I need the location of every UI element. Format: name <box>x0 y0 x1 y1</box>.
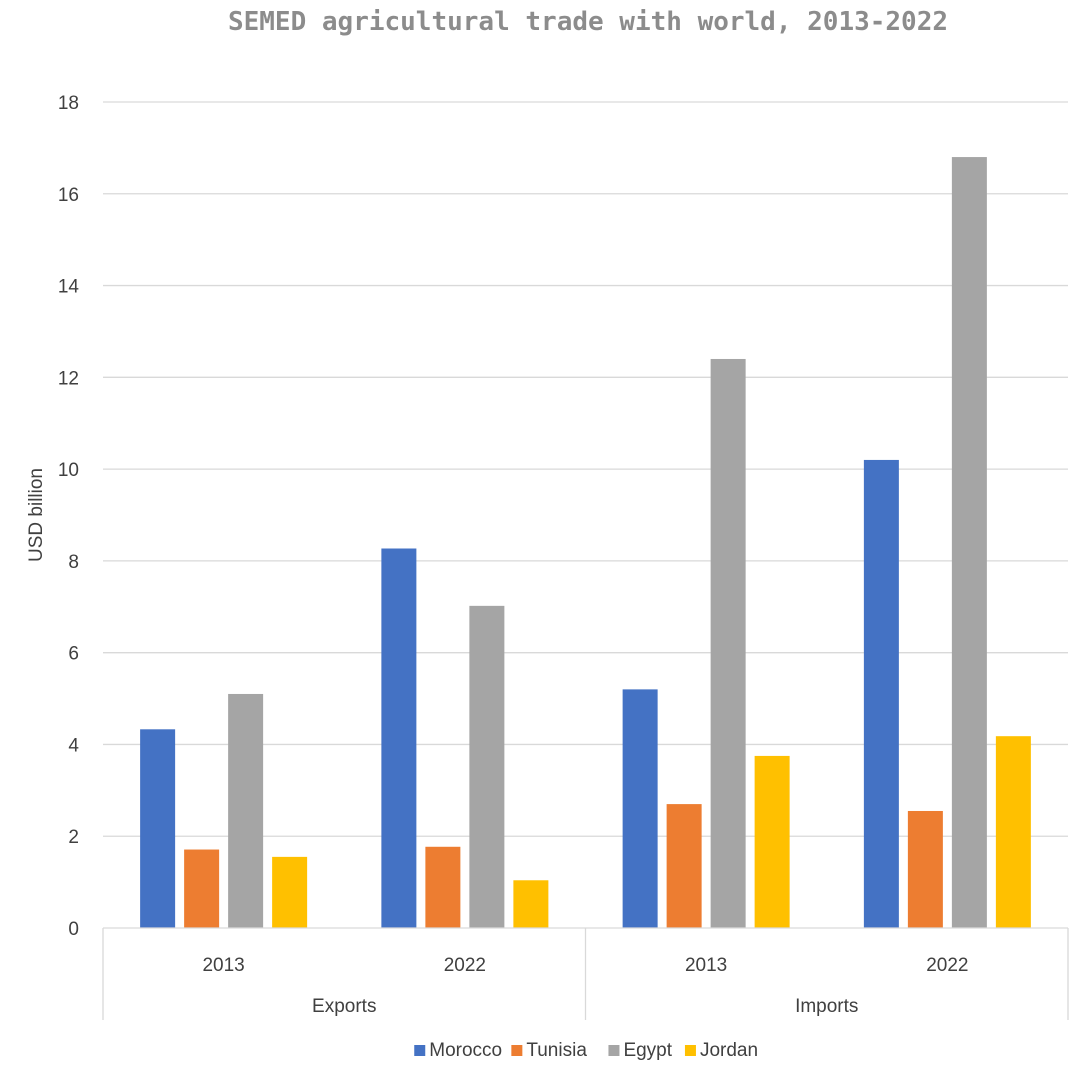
legend-item-tunisia: Tunisia <box>511 1040 587 1061</box>
x-tick-label: 2013 <box>202 955 244 976</box>
bar-tunisia-imports-2013 <box>666 804 702 928</box>
legend: Morocco Tunisia Egypt Jordan <box>414 1040 758 1061</box>
legend-item-jordan: Jordan <box>684 1040 758 1061</box>
y-tick-label: 8 <box>68 552 79 573</box>
y-tick-label: 18 <box>58 93 79 114</box>
y-tick-label: 10 <box>58 460 79 481</box>
x-tick-label: 2022 <box>926 955 968 976</box>
bar-jordan-imports-2013 <box>754 755 790 928</box>
y-tick-label: 14 <box>58 277 80 298</box>
y-tick-label: 2 <box>68 827 79 848</box>
legend-label: Egypt <box>623 1040 672 1061</box>
bar-tunisia-exports-2022 <box>425 846 461 928</box>
chart-title: SEMED agricultural trade with world, 201… <box>228 7 948 37</box>
bar-morocco-imports-2022 <box>863 459 899 928</box>
bar-jordan-exports-2013 <box>272 856 308 928</box>
legend-label: Tunisia <box>526 1040 587 1061</box>
bar-jordan-imports-2022 <box>995 736 1031 928</box>
gridlines <box>103 101 1068 837</box>
x-tick-label: 2022 <box>444 955 486 976</box>
legend-swatch <box>608 1045 620 1056</box>
bar-egypt-exports-2022 <box>469 605 505 928</box>
legend-item-morocco: Morocco <box>414 1040 502 1061</box>
y-tick-label: 12 <box>58 368 79 389</box>
y-tick-label: 16 <box>58 185 79 206</box>
group-label-exports: Exports <box>312 996 376 1017</box>
legend-label: Morocco <box>429 1040 502 1061</box>
bars <box>140 157 1031 929</box>
legend-item-egypt: Egypt <box>608 1040 673 1061</box>
legend-swatch <box>684 1045 696 1056</box>
legend-swatch <box>414 1045 426 1056</box>
x-axis: 2013 2022 2013 2022 Exports Imports <box>102 927 1069 1020</box>
bar-morocco-imports-2013 <box>622 689 658 928</box>
legend-label: Jordan <box>700 1040 758 1061</box>
bar-morocco-exports-2013 <box>140 729 176 928</box>
bar-tunisia-exports-2013 <box>184 849 220 928</box>
bar-egypt-imports-2013 <box>710 358 746 928</box>
legend-swatch <box>511 1045 523 1056</box>
y-axis-ticks: 0 2 4 6 8 10 12 14 16 18 <box>58 93 80 940</box>
y-tick-label: 0 <box>68 919 79 940</box>
y-tick-label: 4 <box>68 735 79 756</box>
y-tick-label: 6 <box>68 644 79 665</box>
bar-jordan-exports-2022 <box>513 880 549 928</box>
bar-egypt-imports-2022 <box>951 157 987 929</box>
x-tick-label: 2013 <box>685 955 727 976</box>
bar-egypt-exports-2013 <box>228 693 264 928</box>
group-label-imports: Imports <box>795 996 858 1017</box>
bar-tunisia-imports-2022 <box>907 810 943 928</box>
y-axis-title: USD billion <box>26 468 47 562</box>
bar-morocco-exports-2022 <box>381 548 417 928</box>
